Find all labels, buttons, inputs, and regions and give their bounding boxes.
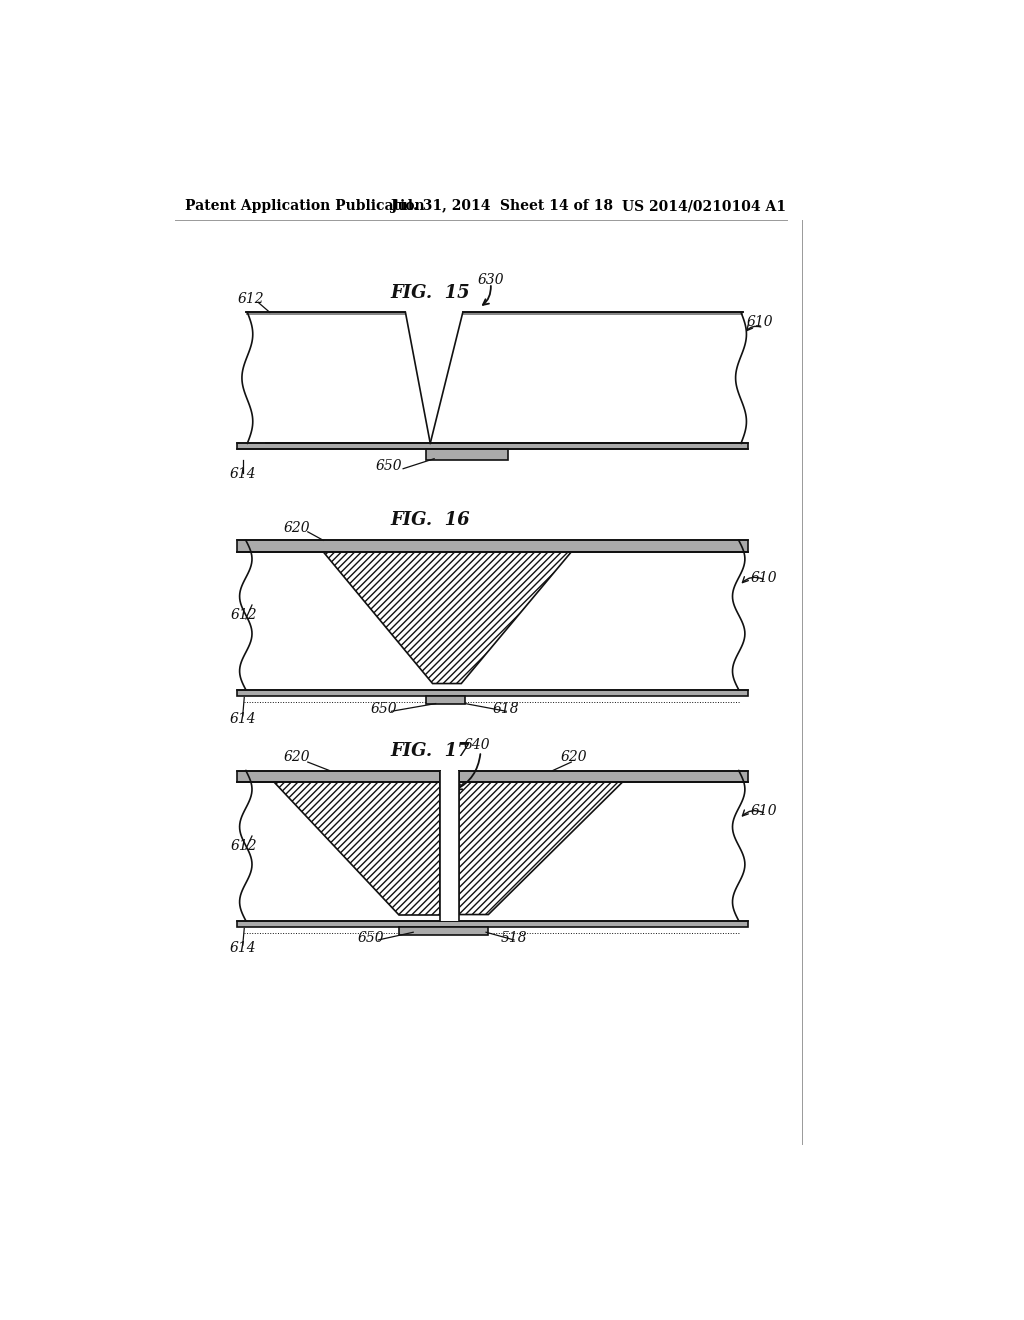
- Bar: [237, 781, 748, 921]
- Text: 650: 650: [376, 459, 402, 474]
- Bar: [246, 313, 407, 315]
- Text: 620: 620: [284, 751, 310, 764]
- Text: 650: 650: [371, 702, 397, 715]
- Text: 610: 610: [751, 804, 777, 818]
- Polygon shape: [273, 781, 440, 915]
- Text: Jul. 31, 2014: Jul. 31, 2014: [391, 199, 490, 213]
- Text: 640: 640: [464, 738, 490, 752]
- Text: FIG.  17: FIG. 17: [390, 742, 470, 760]
- Bar: [463, 313, 742, 315]
- Bar: [237, 540, 748, 552]
- Text: 610: 610: [746, 315, 773, 330]
- Text: Patent Application Publication: Patent Application Publication: [184, 199, 424, 213]
- Text: FIG.  16: FIG. 16: [390, 511, 470, 529]
- Text: 614: 614: [229, 711, 256, 726]
- Text: 614: 614: [229, 941, 256, 954]
- Text: 618: 618: [493, 702, 519, 715]
- Text: 610: 610: [751, 572, 777, 585]
- Polygon shape: [430, 313, 742, 444]
- Text: 518: 518: [501, 931, 527, 945]
- Polygon shape: [324, 552, 571, 684]
- Bar: [426, 696, 465, 704]
- Bar: [237, 771, 440, 781]
- Bar: [459, 771, 748, 781]
- Text: 614: 614: [229, 467, 256, 480]
- Text: 630: 630: [477, 273, 504, 286]
- Text: Sheet 14 of 18: Sheet 14 of 18: [500, 199, 613, 213]
- Bar: [237, 690, 748, 696]
- Text: FIG.  15: FIG. 15: [390, 284, 470, 302]
- Bar: [399, 927, 488, 935]
- Polygon shape: [459, 781, 623, 915]
- Bar: [440, 771, 459, 921]
- Text: 620: 620: [284, 521, 310, 535]
- Text: 612: 612: [231, 609, 258, 622]
- Text: US 2014/0210104 A1: US 2014/0210104 A1: [623, 199, 786, 213]
- Bar: [426, 449, 508, 461]
- Text: 650: 650: [357, 931, 384, 945]
- Bar: [237, 552, 748, 689]
- Bar: [237, 921, 748, 927]
- Polygon shape: [246, 313, 430, 444]
- Text: 620: 620: [560, 751, 587, 764]
- Bar: [237, 444, 748, 449]
- Text: 612: 612: [238, 292, 264, 305]
- Text: 612: 612: [231, 840, 258, 853]
